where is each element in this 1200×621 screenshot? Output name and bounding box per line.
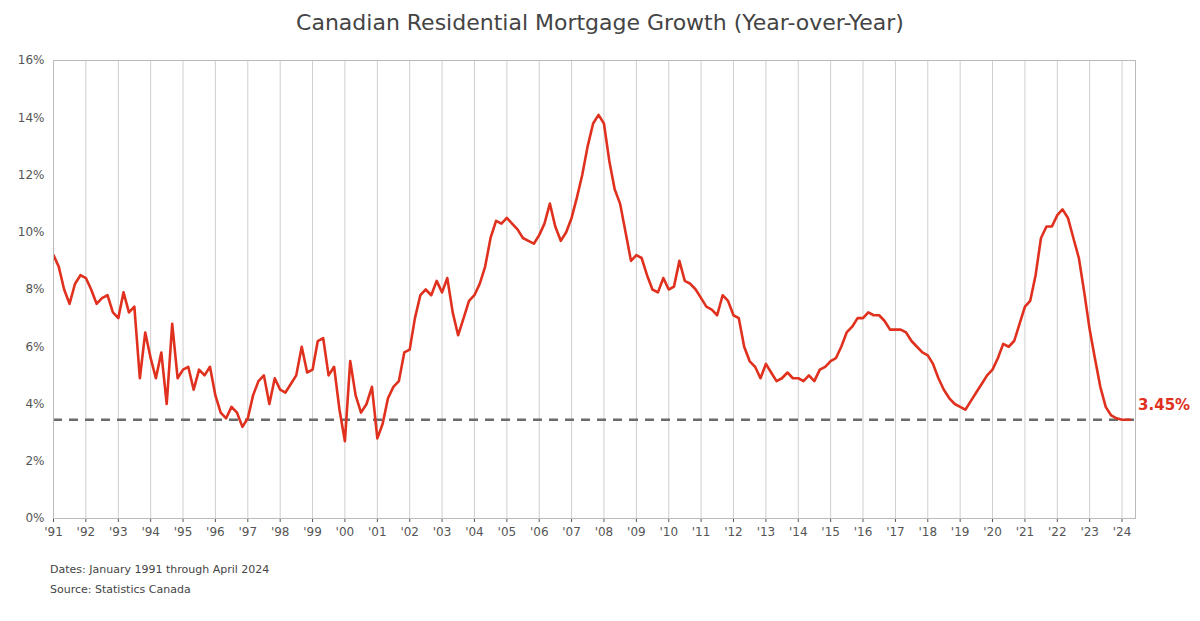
svg-text:'09: '09 <box>627 525 646 539</box>
svg-text:'24: '24 <box>1113 525 1132 539</box>
svg-text:'15: '15 <box>821 525 840 539</box>
svg-text:'06: '06 <box>530 525 549 539</box>
svg-text:2%: 2% <box>25 454 44 468</box>
svg-text:'23: '23 <box>1080 525 1099 539</box>
svg-text:0%: 0% <box>25 511 44 525</box>
svg-text:'11: '11 <box>692 525 711 539</box>
svg-text:3.45%: 3.45% <box>1138 396 1190 414</box>
html-text:Canadian Residential Mortgage: Canadian Residential Mortgage Growth (Ye… <box>296 10 904 35</box>
svg-text:'93: '93 <box>109 525 128 539</box>
svg-text:'96: '96 <box>206 525 225 539</box>
svg-text:'08: '08 <box>595 525 614 539</box>
svg-text:12%: 12% <box>18 168 45 182</box>
svg-text:'92: '92 <box>77 525 96 539</box>
svg-text:'16: '16 <box>854 525 873 539</box>
svg-text:'17: '17 <box>886 525 905 539</box>
svg-text:4%: 4% <box>25 397 44 411</box>
svg-text:'94: '94 <box>141 525 160 539</box>
svg-text:14%: 14% <box>18 111 45 125</box>
html-text:Dates: January 1991 through Ap: Dates: January 1991 through April 2024 <box>50 563 270 576</box>
svg-text:'03: '03 <box>433 525 452 539</box>
svg-text:'21: '21 <box>1016 525 1035 539</box>
svg-text:'18: '18 <box>918 525 937 539</box>
svg-text:'20: '20 <box>983 525 1002 539</box>
svg-text:'12: '12 <box>724 525 743 539</box>
svg-text:6%: 6% <box>25 340 44 354</box>
svg-text:8%: 8% <box>25 282 44 296</box>
svg-text:'04: '04 <box>465 525 484 539</box>
svg-text:'19: '19 <box>951 525 970 539</box>
svg-text:'98: '98 <box>271 525 290 539</box>
svg-text:'10: '10 <box>659 525 678 539</box>
svg-text:'13: '13 <box>757 525 776 539</box>
svg-text:'00: '00 <box>336 525 355 539</box>
svg-text:'95: '95 <box>174 525 193 539</box>
svg-text:'97: '97 <box>239 525 258 539</box>
svg-text:'07: '07 <box>562 525 581 539</box>
svg-text:'91: '91 <box>44 525 63 539</box>
svg-text:'14: '14 <box>789 525 808 539</box>
svg-text:16%: 16% <box>18 53 45 67</box>
svg-text:10%: 10% <box>18 225 45 239</box>
svg-text:'05: '05 <box>498 525 517 539</box>
html-text:Source: Statistics Canada: Source: Statistics Canada <box>50 583 191 596</box>
svg-text:'99: '99 <box>303 525 322 539</box>
svg-text:'02: '02 <box>400 525 419 539</box>
svg-text:'22: '22 <box>1048 525 1067 539</box>
svg-text:'01: '01 <box>368 525 387 539</box>
